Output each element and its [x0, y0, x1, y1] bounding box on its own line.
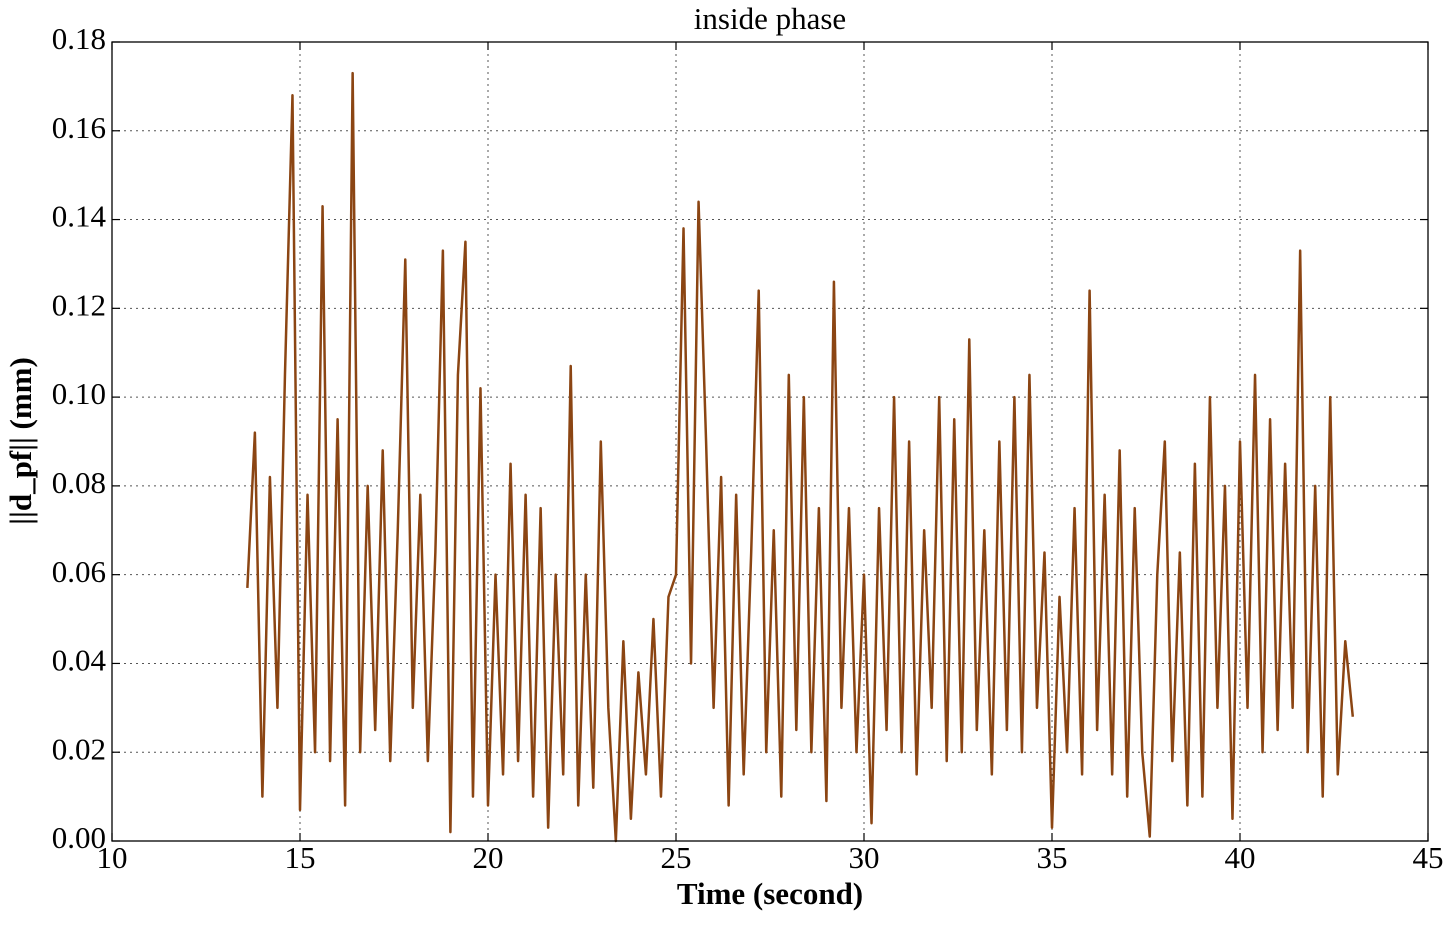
x-tick-label: 40	[1225, 840, 1256, 875]
y-tick-label: 0.06	[52, 554, 106, 589]
y-tick-label: 0.00	[52, 820, 106, 855]
y-tick-label: 0.04	[52, 643, 107, 678]
data-line	[246, 71, 1355, 843]
x-tick-label: 35	[1037, 840, 1068, 875]
x-tick-label: 15	[285, 840, 316, 875]
plot-frame	[111, 41, 1429, 842]
x-axis-label: Time (second)	[677, 876, 863, 911]
x-tick-label: 20	[473, 840, 504, 875]
y-tick-label: 0.10	[52, 376, 106, 411]
y-axis-label: ||d_pf|| (mm)	[3, 357, 38, 525]
y-tick-label: 0.02	[52, 731, 106, 766]
x-tick-label: 45	[1413, 840, 1444, 875]
y-tick-label: 0.14	[52, 199, 107, 234]
x-tick-label: 30	[849, 840, 880, 875]
y-tick-label: 0.12	[52, 287, 106, 322]
y-tick-label: 0.16	[52, 110, 106, 145]
y-tick-label: 0.08	[52, 465, 106, 500]
x-tick-label: 25	[661, 840, 692, 875]
chart-title: inside phase	[694, 1, 846, 36]
x-tick-label: 10	[97, 840, 128, 875]
y-tick-label: 0.18	[52, 21, 106, 56]
